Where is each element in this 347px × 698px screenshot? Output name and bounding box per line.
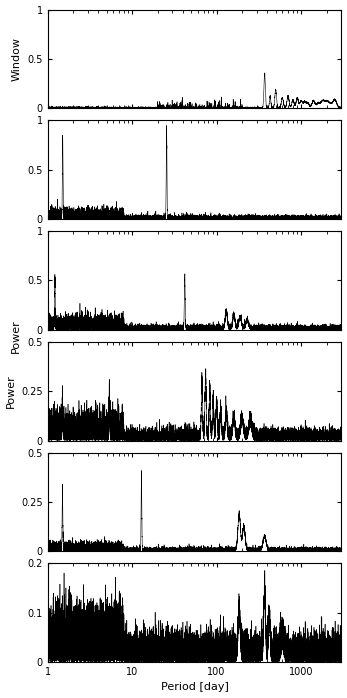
Y-axis label: Window: Window: [12, 37, 22, 81]
Y-axis label: Power: Power: [6, 374, 16, 408]
Text: Power: Power: [11, 319, 22, 352]
X-axis label: Period [day]: Period [day]: [161, 683, 228, 692]
